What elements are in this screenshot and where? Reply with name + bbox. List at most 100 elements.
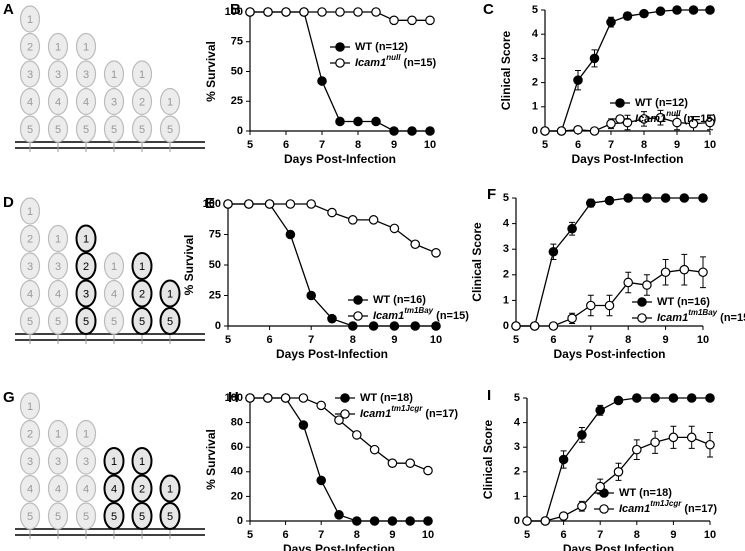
marker (387, 516, 398, 526)
oval (47, 419, 69, 448)
y-axis-title: Clinical Score (481, 419, 495, 499)
oval-label: 4 (27, 96, 33, 108)
x-tick-label: 7 (308, 334, 314, 346)
oval-label: 5 (55, 511, 61, 523)
oval-label: 4 (111, 288, 117, 300)
legend-suffix: (n=17) (422, 408, 458, 420)
x-tick-label: 6 (267, 334, 273, 346)
marker (705, 5, 715, 15)
oval (103, 279, 125, 308)
y-tick-label: 4 (532, 28, 539, 40)
oval (19, 197, 41, 225)
oval-label: 1 (167, 288, 173, 300)
y-tick-label: 4 (514, 417, 521, 429)
marker (368, 215, 379, 225)
marker (577, 430, 587, 440)
x-tick-label: 10 (422, 529, 434, 541)
marker (423, 465, 433, 476)
marker (577, 501, 587, 512)
marker (245, 393, 255, 403)
marker (425, 15, 435, 26)
y-tick-label: 5 (532, 4, 538, 16)
y-tick-label: 2 (503, 269, 509, 281)
oval (159, 307, 181, 335)
y-tick-label: 3 (532, 52, 538, 64)
x-tick-label: 5 (513, 334, 519, 346)
x-tick-label: 8 (354, 529, 360, 541)
marker (371, 116, 381, 127)
legend-name: WT (n=12) (635, 97, 688, 109)
marker (606, 118, 616, 129)
marker (686, 393, 697, 403)
y-tick-label: 3 (503, 243, 509, 255)
x-tick-label: 10 (424, 139, 436, 151)
oval-label: 5 (83, 124, 89, 136)
oval-label: 1 (111, 456, 117, 468)
legend-name: Icam1 (373, 310, 404, 322)
oval-label: 5 (111, 511, 117, 523)
y-tick-label: 50 (209, 259, 221, 271)
y-tick-label: 25 (209, 289, 221, 301)
marker (407, 126, 417, 136)
oval (47, 32, 69, 61)
oval (19, 5, 41, 33)
marker (263, 7, 273, 17)
oval (19, 87, 41, 116)
x-tick-label: 10 (430, 334, 442, 346)
oval (47, 447, 69, 475)
oval-label: 3 (55, 261, 61, 273)
oval-label: 1 (167, 483, 173, 495)
oval (75, 224, 97, 253)
marker (660, 267, 671, 278)
oval (19, 502, 41, 530)
oval (19, 60, 41, 88)
oval (75, 279, 97, 308)
legend-name: WT (n=12) (355, 41, 408, 53)
y-tick-label: 5 (503, 192, 509, 204)
y-tick-label: 20 (231, 490, 243, 502)
marker (389, 15, 399, 26)
marker (387, 458, 398, 468)
legend-name: Icam1 (619, 503, 650, 515)
marker (353, 7, 363, 17)
oval-label: 1 (55, 233, 61, 245)
legend-marker (335, 42, 345, 52)
x-tick-label: 6 (283, 529, 289, 541)
y-axis-title: % Survival (204, 41, 218, 102)
y-tick-label: 100 (225, 392, 243, 404)
x-axis-title: Days Post-Infection (276, 347, 388, 361)
oval (75, 419, 97, 448)
oval-label: 3 (83, 288, 89, 300)
x-tick-label: 6 (283, 139, 289, 151)
marker (335, 7, 345, 17)
legend-marker (637, 297, 647, 307)
oval-label: 5 (83, 316, 89, 328)
oval-label: 1 (27, 401, 33, 413)
y-tick-label: 5 (514, 392, 520, 404)
oval (75, 87, 97, 116)
marker (306, 199, 316, 209)
y-tick-label: 1 (532, 101, 538, 113)
x-tick-label: 9 (391, 139, 397, 151)
marker (317, 7, 327, 17)
legend-suffix: (n=15) (717, 312, 745, 324)
oval-label: 4 (27, 288, 33, 300)
marker (223, 199, 233, 209)
marker (573, 75, 583, 85)
oval-label: 5 (139, 316, 145, 328)
legend-marker (335, 58, 345, 68)
marker (668, 432, 679, 443)
legend-marker (599, 504, 609, 514)
y-tick-label: 40 (231, 466, 243, 478)
marker (407, 15, 417, 26)
oval-label: 5 (167, 316, 173, 328)
marker (589, 126, 600, 136)
legend-suffix: (n=17) (681, 503, 717, 515)
marker (567, 223, 577, 234)
marker (405, 516, 415, 526)
oval (19, 447, 41, 475)
y-tick-label: 75 (209, 228, 221, 240)
oval-label: 2 (27, 428, 33, 440)
legend-label: Icam1tm1Bay (n=15) (657, 308, 745, 324)
marker (622, 11, 633, 21)
